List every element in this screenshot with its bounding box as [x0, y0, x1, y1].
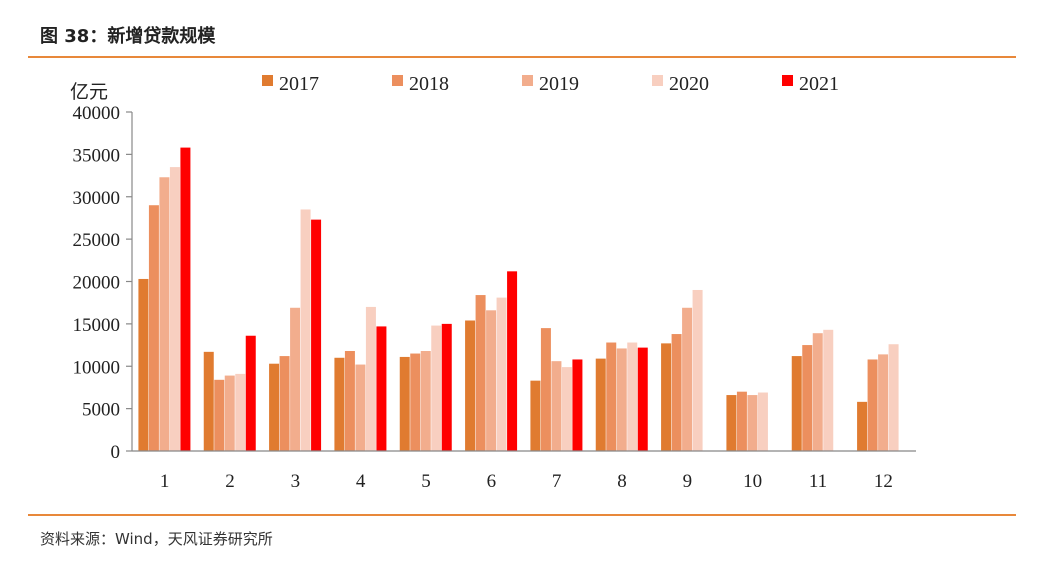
bar-2017-7: [530, 380, 541, 451]
y-tick-label: 20000: [73, 273, 121, 294]
bar-2019-9: [682, 307, 693, 451]
bar-2021-7: [572, 359, 583, 451]
bar-2020-11: [823, 329, 834, 451]
bar-2021-5: [441, 323, 452, 452]
x-tick-label: 10: [743, 471, 762, 492]
legend: 2017 2018 2019 2020 2021: [262, 73, 839, 95]
y-tick-label: 25000: [73, 230, 121, 251]
x-tick-label: 11: [809, 471, 827, 492]
bar-2018-5: [410, 353, 421, 451]
y-tick-label: 0: [111, 442, 121, 463]
bar-2018-6: [475, 295, 486, 451]
bar-2017-11: [791, 356, 802, 451]
bar-2019-1: [159, 177, 170, 451]
x-tick-label: 1: [160, 471, 170, 492]
bar-2017-1: [138, 278, 149, 451]
bar-2019-6: [486, 310, 497, 451]
bar-2017-3: [269, 363, 280, 451]
bar-2019-4: [355, 364, 366, 451]
y-tick-label: 15000: [73, 315, 121, 336]
bar-2019-7: [551, 361, 562, 451]
bar-2018-10: [736, 391, 747, 451]
bar-2018-4: [344, 351, 355, 451]
bar-2021-3: [311, 219, 322, 451]
legend-label-2020: 2020: [669, 73, 709, 95]
bar-2020-2: [235, 373, 246, 451]
legend-swatch-2018: [392, 75, 403, 86]
bar-2020-1: [169, 167, 180, 451]
x-tick-label: 5: [421, 471, 431, 492]
top-divider: [28, 56, 1016, 58]
bar-2017-10: [726, 395, 737, 451]
bar-2020-9: [692, 289, 703, 451]
x-tick-label: 2: [225, 471, 235, 492]
bottom-divider: [28, 514, 1016, 516]
bar-2019-2: [224, 375, 235, 451]
legend-swatch-2019: [522, 75, 533, 86]
bar-2017-12: [857, 401, 868, 451]
x-tick-label: 8: [617, 471, 627, 492]
x-tick-label: 9: [683, 471, 693, 492]
bar-2020-3: [300, 209, 311, 451]
bar-2017-9: [661, 343, 672, 451]
y-tick-label: 30000: [73, 188, 121, 209]
bar-2020-8: [627, 342, 638, 451]
bar-2018-9: [671, 334, 682, 451]
y-tick-label: 5000: [82, 400, 120, 421]
y-axis-unit-label: 亿元: [70, 81, 108, 103]
bar-2020-10: [757, 392, 768, 451]
bar-2021-4: [376, 326, 387, 451]
x-tick-label: 4: [356, 471, 366, 492]
bar-2019-11: [812, 333, 823, 451]
legend-label-2017: 2017: [279, 73, 319, 95]
bar-2020-7: [561, 367, 572, 451]
x-tick-label: 6: [487, 471, 497, 492]
bar-2018-1: [148, 205, 159, 451]
bar-2017-2: [203, 351, 214, 451]
bar-2019-3: [290, 307, 301, 451]
bar-2018-3: [279, 356, 290, 451]
x-tick-label: 3: [291, 471, 301, 492]
bar-2020-6: [496, 297, 507, 451]
bar-2017-4: [334, 357, 345, 451]
bar-2020-5: [431, 325, 442, 451]
legend-swatch-2021: [782, 75, 793, 86]
bar-2019-10: [747, 395, 758, 451]
legend-swatch-2017: [262, 75, 273, 86]
chart-title: 图 38：新增贷款规模: [40, 26, 216, 47]
bar-2020-4: [365, 306, 376, 451]
bars: [138, 147, 899, 452]
y-tick-label: 40000: [73, 103, 121, 124]
bar-2020-12: [888, 344, 899, 451]
legend-swatch-2020: [652, 75, 663, 86]
y-tick-label: 10000: [73, 357, 121, 378]
source-note: 资料来源：Wind，天风证券研究所: [40, 530, 273, 548]
y-axis: 0 5000 10000 15000 20000 25000 30000 35000 40000: [73, 103, 133, 463]
legend-label-2019: 2019: [539, 73, 579, 95]
bar-2017-6: [465, 320, 476, 451]
bar-2018-7: [540, 328, 551, 451]
bar-2021-2: [245, 335, 256, 451]
bar-2017-5: [399, 356, 410, 451]
x-tick-label: 12: [874, 471, 893, 492]
bar-2018-2: [214, 379, 225, 451]
bar-2021-8: [637, 347, 648, 451]
legend-label-2018: 2018: [409, 73, 449, 95]
y-tick-label: 35000: [73, 145, 121, 166]
legend-label-2021: 2021: [799, 73, 839, 95]
bar-2019-5: [420, 351, 431, 451]
x-axis: 1 2 3 4 5 6 7 8 9 10 11 12: [132, 450, 916, 492]
bar-2021-6: [507, 271, 518, 451]
bar-2019-12: [878, 354, 889, 451]
bar-2018-11: [802, 345, 813, 451]
bar-2018-8: [606, 342, 617, 451]
x-tick-label: 7: [552, 471, 562, 492]
bar-2018-12: [867, 359, 878, 451]
bar-2019-8: [616, 348, 627, 451]
bar-2021-1: [180, 147, 191, 451]
bar-2017-8: [595, 358, 606, 451]
